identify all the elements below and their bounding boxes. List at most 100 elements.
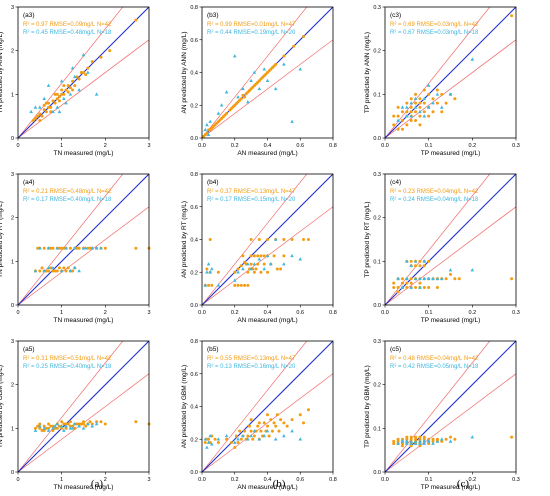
testing-point	[405, 276, 409, 281]
training-point	[444, 437, 448, 441]
upper-error-line	[385, 7, 491, 138]
testing-point	[448, 439, 453, 443]
panel-tag: (c5)	[390, 346, 401, 353]
training-point	[400, 444, 404, 448]
x-tick-label: 0.6	[296, 310, 304, 316]
one-to-one-line	[18, 174, 149, 305]
y-tick-label: 0.0	[373, 136, 381, 142]
x-tick-label: 0.2	[469, 143, 477, 149]
testing-point	[431, 101, 435, 105]
axes-frame	[384, 173, 517, 306]
training-point	[510, 14, 514, 18]
testing-point	[46, 246, 51, 250]
testing-point	[268, 262, 273, 266]
training-point	[55, 426, 59, 430]
x-tick-label: 0.4	[264, 143, 272, 149]
training-point	[64, 88, 68, 92]
y-tick-label: 0.4	[190, 71, 198, 77]
training-point	[244, 92, 248, 96]
legend-testing: R² = 0.13 RMSE=0.16mg/L N=20	[207, 364, 296, 370]
y-tick-label: 3	[11, 172, 14, 178]
training-point	[62, 84, 66, 88]
x-tick-label: 1	[60, 477, 63, 483]
x-tick-label: 1	[60, 143, 63, 149]
training-point	[38, 422, 42, 426]
testing-point	[236, 270, 240, 274]
training-point	[392, 439, 396, 443]
x-tick-label: 2	[104, 310, 107, 316]
training-point	[249, 418, 253, 422]
training-point	[40, 114, 44, 118]
training-point	[282, 421, 286, 425]
training-point	[95, 420, 99, 424]
training-point	[269, 418, 273, 422]
testing-point	[64, 246, 68, 250]
x-tick-label: 1	[60, 310, 63, 316]
training-point	[216, 270, 220, 274]
testing-point	[219, 103, 224, 107]
training-point	[435, 437, 439, 441]
x-tick-label: 0.0	[381, 143, 389, 149]
testing-point	[298, 67, 303, 71]
training-point	[33, 116, 37, 120]
y-tick-label: 0.2	[190, 437, 198, 443]
testing-point	[413, 105, 418, 109]
testing-point	[252, 262, 257, 266]
x-axis-label: AN measured (mg/L)	[237, 484, 297, 491]
training-point	[231, 105, 235, 109]
testing-point	[38, 105, 42, 109]
training-point	[449, 272, 452, 276]
training-point	[259, 254, 263, 258]
training-point	[234, 434, 238, 438]
testing-point	[422, 441, 427, 445]
panel-c3: 0.0 0.1 0.2 0.3 0.0 0.1 0.2 0.3 TP measured (mg/…	[364, 5, 520, 157]
testing-point	[282, 262, 286, 266]
training-point	[236, 283, 240, 287]
panel-tag: (a3)	[23, 12, 35, 19]
training-point	[134, 18, 138, 22]
training-point	[47, 422, 51, 426]
training-point	[422, 437, 426, 441]
testing-point	[42, 96, 46, 100]
upper-error-line	[18, 174, 124, 305]
training-point	[53, 92, 57, 96]
testing-point	[216, 111, 221, 115]
testing-point	[64, 424, 68, 428]
testing-point	[208, 270, 212, 274]
y-tick-label: 0.6	[190, 372, 198, 378]
training-point	[71, 424, 75, 428]
testing-point	[232, 278, 237, 282]
training-point	[60, 246, 64, 250]
training-point	[236, 441, 240, 445]
training-point	[270, 66, 274, 70]
testing-point	[298, 437, 303, 441]
panel-tag: (c4)	[390, 179, 401, 186]
testing-point	[439, 437, 444, 441]
testing-point	[413, 276, 418, 281]
y-tick-label: 0.2	[373, 216, 381, 222]
testing-point	[72, 74, 77, 79]
training-point	[252, 270, 256, 274]
training-point	[60, 92, 64, 96]
testing-point	[422, 276, 427, 281]
testing-point	[400, 285, 405, 289]
y-tick-label: 0.3	[373, 5, 381, 11]
legend-testing: R² = 0.25 RMSE=0.40mg/L N=18	[23, 364, 112, 370]
x-tick-label: 0	[16, 310, 19, 316]
y-tick-label: 0.1	[373, 92, 381, 98]
x-axis-label: AN measured (mg/L)	[237, 150, 297, 157]
y-axis-label: TP predicted by ANN (mg/L)	[364, 32, 371, 113]
y-tick-label: 0.4	[190, 238, 198, 244]
testing-point	[59, 424, 64, 428]
x-tick-label: 0.3	[512, 477, 520, 483]
training-point	[266, 238, 269, 241]
training-point	[62, 266, 66, 270]
y-tick-label: 3	[11, 339, 14, 345]
testing-point	[203, 283, 208, 287]
testing-point	[448, 268, 453, 272]
testing-point	[99, 246, 103, 250]
testing-point	[216, 437, 221, 441]
training-point	[267, 434, 271, 438]
training-point	[42, 246, 46, 250]
training-point	[272, 421, 276, 425]
